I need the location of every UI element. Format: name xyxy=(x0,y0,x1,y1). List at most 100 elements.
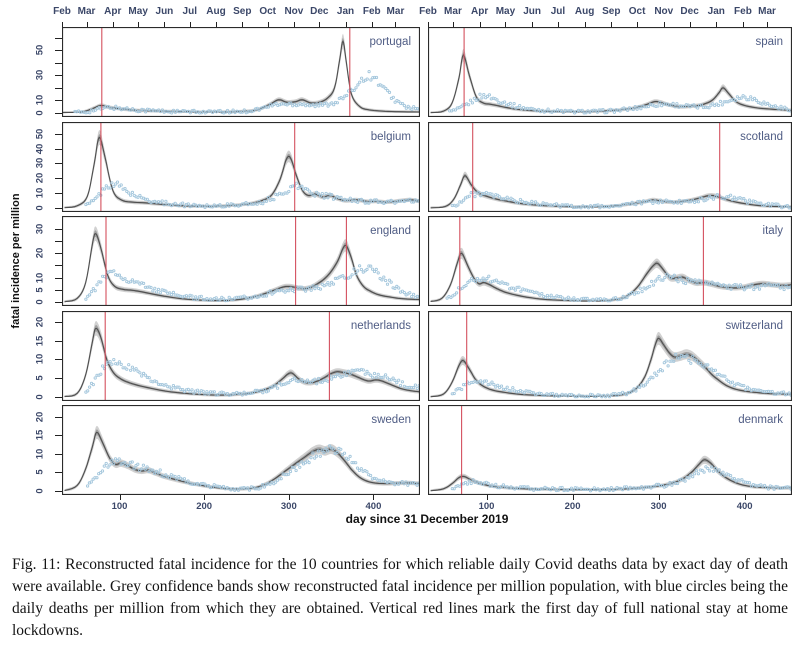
y-tick-label: 0 xyxy=(34,488,46,494)
y-axis-tick xyxy=(55,253,62,255)
grey-confidence-band xyxy=(430,455,792,491)
y-tick-label: 10 xyxy=(34,187,46,199)
month-label: Jan xyxy=(707,6,725,17)
month-tick xyxy=(452,22,454,27)
month-label: Jan xyxy=(336,6,355,17)
y-axis-tick xyxy=(55,133,62,135)
y-axis-tick xyxy=(55,87,62,89)
x-tick-label: 200 xyxy=(564,501,581,512)
y-tick-label: 20 xyxy=(34,172,46,184)
y-axis-tick xyxy=(55,277,62,279)
y-axis-tick xyxy=(55,340,62,342)
grey-confidence-band xyxy=(430,247,792,302)
y-axis-tick xyxy=(55,302,62,303)
y-tick-label: 5 xyxy=(34,287,46,293)
month-tick xyxy=(371,22,373,27)
x-axis-title: day since 31 December 2019 xyxy=(345,512,509,526)
y-tick-label: 40 xyxy=(34,143,46,154)
y-tick-label: 20 xyxy=(34,247,46,259)
month-tick xyxy=(716,22,718,27)
month-tick xyxy=(532,22,534,27)
month-tick xyxy=(112,22,114,27)
y-axis-tick xyxy=(55,207,62,209)
y-axis-tick xyxy=(55,377,62,379)
y-axis-tick xyxy=(55,163,62,165)
x-axis-tick xyxy=(572,495,574,500)
panel-svg-spain: spain xyxy=(427,26,793,118)
x-axis-tick xyxy=(119,495,121,500)
x-axis-tick xyxy=(288,495,290,500)
y-axis-tick xyxy=(55,453,62,455)
y-tick-label: 0 xyxy=(34,299,46,305)
month-tick xyxy=(242,22,244,27)
grey-confidence-band xyxy=(64,425,420,491)
fatal-incidence-curve xyxy=(62,40,420,114)
month-tick xyxy=(584,22,586,27)
country-label-belgium: belgium xyxy=(371,131,411,143)
grey-confidence-band xyxy=(64,226,420,302)
month-tick xyxy=(428,22,429,27)
y-axis-tick xyxy=(55,416,62,418)
x-axis-tick xyxy=(373,495,375,500)
y-axis-tick xyxy=(55,37,62,39)
grey-confidence-band xyxy=(64,320,420,397)
month-tick xyxy=(395,22,397,27)
panel-sweden: sweden xyxy=(61,404,421,496)
y-axis-tick xyxy=(55,75,62,77)
month-label: Dec xyxy=(680,6,699,17)
y-tick-label: 30 xyxy=(34,158,46,169)
country-label-italy: italy xyxy=(763,225,784,237)
y-axis-tick xyxy=(55,178,62,180)
month-label: Dec xyxy=(310,6,329,17)
y-tick-label: 10 xyxy=(34,272,46,283)
x-tick-label: 300 xyxy=(650,501,667,512)
x-tick-label: 400 xyxy=(736,501,753,512)
month-label: Nov xyxy=(654,6,674,17)
month-tick xyxy=(189,22,191,27)
panel-england: england xyxy=(61,215,421,307)
panel-italy: italy xyxy=(427,215,794,307)
grey-confidence-band xyxy=(62,33,420,113)
month-label: May xyxy=(128,6,148,17)
grey-confidence-band-inner xyxy=(64,429,420,491)
grey-confidence-band xyxy=(64,129,420,208)
grey-confidence-band-inner xyxy=(430,250,792,302)
y-axis-tick xyxy=(55,113,62,114)
x-axis-tick xyxy=(744,495,746,500)
month-label: Feb xyxy=(419,6,437,17)
y-axis-tick xyxy=(55,435,62,437)
y-tick-label: 20 xyxy=(34,411,46,422)
y-tick-label: 5 xyxy=(34,469,46,476)
y-axis-tick xyxy=(55,192,62,194)
country-label-netherlands: netherlands xyxy=(351,320,411,332)
grey-confidence-band xyxy=(430,48,792,113)
month-tick xyxy=(505,22,507,27)
month-tick xyxy=(62,22,63,27)
panel-denmark: denmark xyxy=(427,404,793,496)
month-label: Feb xyxy=(53,6,71,17)
month-tick xyxy=(742,22,744,27)
y-axis-tick xyxy=(55,491,62,492)
y-tick-label: 5 xyxy=(34,375,46,381)
y-axis-title: fatal incidence per million xyxy=(10,193,22,329)
caption-tag: Fig. 11: xyxy=(12,556,61,573)
y-tick-label: 30 xyxy=(34,223,46,235)
month-label: Jun xyxy=(523,6,541,17)
grey-confidence-band-inner xyxy=(430,52,792,113)
country-label-switzerland: switzerland xyxy=(725,320,783,332)
y-tick-label: 10 xyxy=(34,448,46,460)
month-tick xyxy=(86,22,88,27)
y-axis-tick xyxy=(55,265,62,267)
country-label-portugal: portugal xyxy=(369,36,411,48)
y-axis-tick xyxy=(55,50,62,52)
month-tick xyxy=(138,22,140,27)
y-tick-label: 0 xyxy=(34,110,46,116)
y-tick-label: 10 xyxy=(34,95,46,106)
month-label: Nov xyxy=(284,6,304,17)
panel-svg-netherlands: netherlands xyxy=(61,310,421,401)
grey-confidence-band-inner xyxy=(62,37,420,113)
y-tick-label: 0 xyxy=(34,393,46,400)
panel-svg-sweden: sweden xyxy=(61,404,421,496)
figure-caption: Fig. 11: Reconstructed fatal incidence f… xyxy=(12,554,788,642)
x-axis-tick xyxy=(204,495,206,500)
